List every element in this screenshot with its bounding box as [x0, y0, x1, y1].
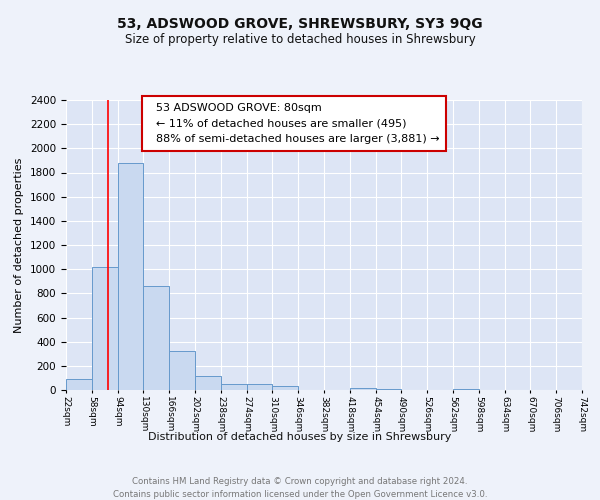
Bar: [118, 163, 143, 390]
Bar: [272, 386, 298, 390]
Bar: [247, 384, 272, 390]
Bar: [92, 267, 118, 390]
Bar: [376, 389, 401, 390]
Bar: [143, 286, 169, 390]
Text: Contains public sector information licensed under the Open Government Licence v3: Contains public sector information licen…: [113, 490, 487, 499]
Bar: [350, 388, 376, 390]
Y-axis label: Number of detached properties: Number of detached properties: [14, 158, 25, 332]
Text: 53, ADSWOOD GROVE, SHREWSBURY, SY3 9QG: 53, ADSWOOD GROVE, SHREWSBURY, SY3 9QG: [117, 18, 483, 32]
Bar: [169, 352, 195, 390]
Text: Distribution of detached houses by size in Shrewsbury: Distribution of detached houses by size …: [148, 432, 452, 442]
Bar: [66, 379, 92, 390]
Bar: [195, 376, 221, 390]
Bar: [453, 389, 479, 390]
Text: 53 ADSWOOD GROVE: 80sqm
  ← 11% of detached houses are smaller (495)
  88% of se: 53 ADSWOOD GROVE: 80sqm ← 11% of detache…: [149, 103, 439, 144]
Text: Contains HM Land Registry data © Crown copyright and database right 2024.: Contains HM Land Registry data © Crown c…: [132, 478, 468, 486]
Bar: [221, 384, 247, 390]
Text: Size of property relative to detached houses in Shrewsbury: Size of property relative to detached ho…: [125, 32, 475, 46]
